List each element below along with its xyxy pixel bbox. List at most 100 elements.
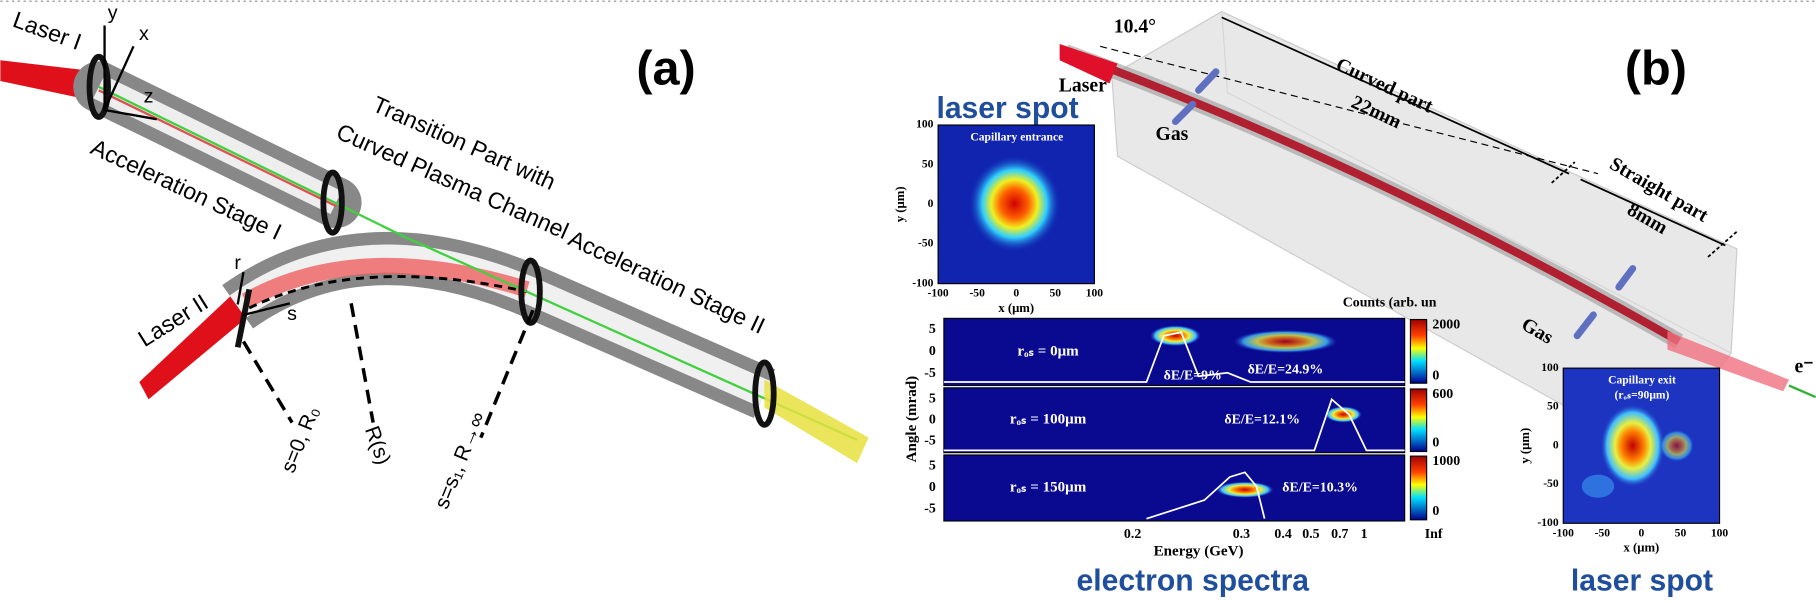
tick-label: 50 — [1547, 400, 1559, 413]
label: Gas — [1156, 123, 1189, 145]
tick-label: 0.4 — [1274, 527, 1291, 542]
tick-label: 0 — [928, 197, 934, 210]
shape — [1064, 48, 1682, 346]
tick-label: 50 — [922, 157, 934, 170]
tick-label: 0 — [1432, 368, 1439, 383]
shape — [1149, 325, 1201, 347]
shape — [1409, 388, 1428, 453]
tick-label: 600 — [1432, 387, 1453, 402]
shape — [1195, 68, 1220, 94]
shape — [1233, 329, 1338, 354]
tick-label: 0.5 — [1302, 527, 1319, 542]
tick-label: 0.7 — [1331, 527, 1348, 542]
axis-label: x (μm) — [1623, 541, 1659, 555]
label: z — [144, 85, 154, 107]
shape — [1615, 265, 1637, 291]
tick-label: 0 — [929, 480, 936, 495]
tick-label: -50 — [1543, 477, 1559, 490]
spread-label: δE/E=9% — [1164, 368, 1222, 383]
tick-label: 0 — [1013, 287, 1019, 300]
row-label: rₒₛ = 150μm — [1010, 479, 1087, 495]
tick-label: -5 — [924, 502, 936, 517]
shape — [1573, 311, 1597, 340]
shape — [943, 397, 1405, 452]
axis-label: Angle (mrad) — [904, 376, 920, 463]
exit-heatmap — [1562, 367, 1721, 524]
tick-label: 0 — [1553, 438, 1559, 451]
axis-label: y (μm) — [893, 186, 907, 222]
tick-label: Inf — [1425, 527, 1443, 542]
axis-label: x (μm) — [998, 301, 1034, 315]
tick-label: 1 — [1361, 527, 1368, 542]
shape — [752, 359, 777, 428]
tick-label: 0 — [929, 412, 936, 427]
shape — [1146, 471, 1266, 520]
tick-label: 2000 — [1432, 317, 1460, 332]
tick-label: -50 — [969, 287, 985, 300]
spread-label: δE/E=12.1% — [1224, 412, 1300, 427]
tick-label: 0.3 — [1233, 527, 1250, 542]
label: y — [108, 2, 118, 24]
shape — [1324, 406, 1362, 423]
shape — [1221, 11, 1732, 354]
row-label: rₒₛ = 100μm — [1010, 412, 1087, 428]
axis-label: Counts (arb. un — [1343, 296, 1437, 311]
axis-label: Energy (GeV) — [1154, 544, 1244, 560]
panel-label: (a) — [636, 42, 695, 96]
shape — [1221, 16, 1570, 175]
tick-label: 5 — [929, 322, 936, 337]
shape — [86, 53, 111, 120]
tick-label: -100 — [912, 276, 933, 289]
axis-label: y (μm) — [1518, 428, 1532, 464]
shape — [1600, 404, 1666, 488]
tick-label: 0 — [929, 344, 936, 359]
shape — [1171, 100, 1197, 126]
tick-label: 0 — [1432, 436, 1439, 451]
tick-label: -5 — [924, 433, 936, 448]
row-label: rₒₛ = 0μm — [1017, 343, 1079, 359]
inset-title: electron spectra — [1077, 564, 1310, 597]
label: Laser — [1059, 74, 1107, 96]
label: s — [287, 303, 297, 325]
label: Capillary entrance — [970, 130, 1063, 143]
shape — [98, 85, 858, 441]
shape — [1659, 429, 1695, 462]
tick-label: 1000 — [1432, 454, 1460, 469]
tick-label: -5 — [924, 366, 936, 381]
spread-label: δE/E=10.3% — [1282, 481, 1358, 496]
panel-label: (b) — [1625, 42, 1687, 96]
shape — [943, 331, 1405, 520]
label: s=0, R₀ — [277, 403, 324, 476]
tick-label: -50 — [1595, 526, 1611, 539]
panel-a-drawing — [0, 25, 869, 464]
tick-label: 0 — [1639, 526, 1645, 539]
shape — [1580, 178, 1726, 247]
shape — [943, 387, 1406, 454]
tick-label: 0.2 — [1124, 527, 1141, 542]
shape — [1707, 230, 1738, 258]
tick-label: -100 — [1553, 526, 1574, 539]
shape — [1059, 43, 1118, 84]
shape — [1409, 455, 1428, 521]
shape — [234, 288, 253, 348]
tick-label: 100 — [916, 118, 934, 131]
shape — [241, 340, 294, 424]
tick-label: -100 — [1537, 516, 1558, 529]
inset-title: laser spot — [936, 92, 1078, 125]
tick-label: -100 — [927, 287, 948, 300]
label: x — [139, 23, 149, 45]
shape — [943, 331, 1405, 383]
shape — [1221, 16, 1738, 258]
tick-label: 50 — [1050, 287, 1062, 300]
shape — [479, 309, 535, 439]
label: r — [234, 252, 241, 274]
shape — [241, 257, 530, 309]
shape — [1100, 45, 1599, 175]
shape — [320, 169, 345, 236]
label: R(s) — [360, 423, 395, 468]
shape — [1171, 68, 1637, 340]
shape — [1581, 474, 1615, 498]
label: (rₒₛ=90μm) — [1615, 389, 1670, 402]
